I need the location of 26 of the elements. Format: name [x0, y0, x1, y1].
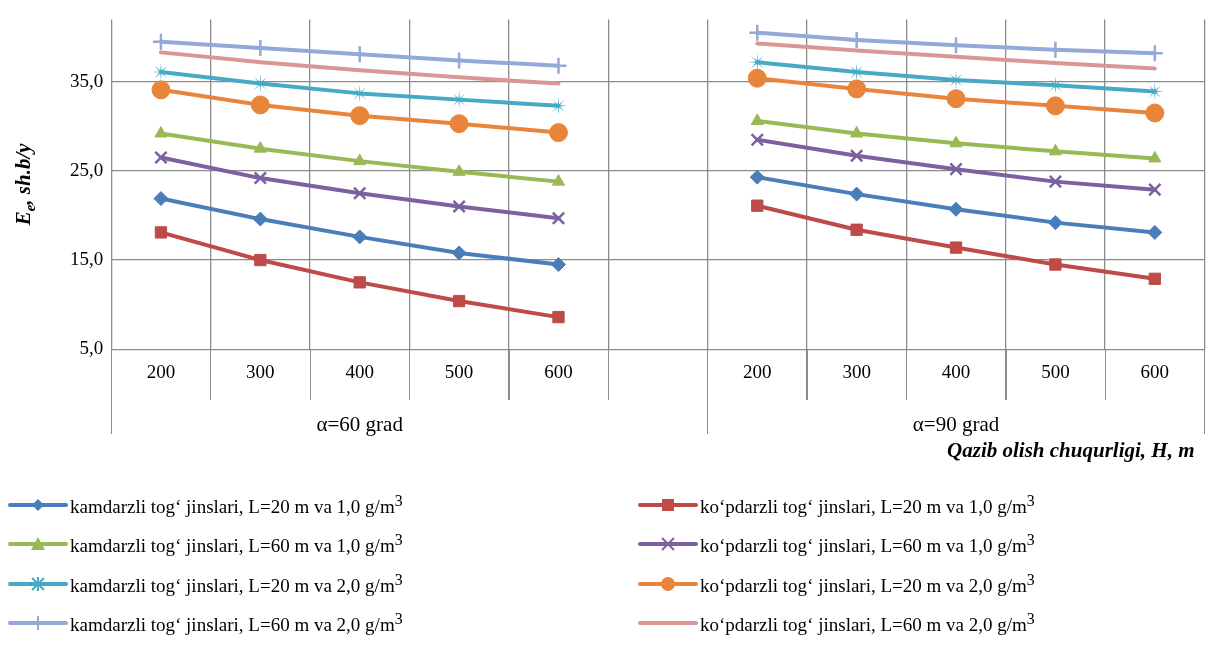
x-tick-label: 400	[345, 360, 374, 382]
legend-label: kamdarzli tog‘ jinslari, L=20 m va 1,0 g/m$^{3}$	[70, 492, 403, 519]
legend-label: ko‘pdarzli tog‘ jinslari, L=60 m va 1,0 g/m$^{3}$	[700, 531, 1035, 558]
legend-label: ko‘pdarzli tog‘ jinslari, L=20 m va 2,0 g/m$^{3}$	[700, 570, 1035, 597]
legend-label: kamdarzli tog‘ jinslari, L=60 m va 1,0 g/m$^{3}$	[70, 531, 403, 558]
x-tick-label: 600	[544, 360, 573, 382]
x-tick-label: 200	[743, 360, 772, 382]
legend-label: kamdarzli tog‘ jinslari, L=60 m va 2,0 g/m$^{3}$	[70, 609, 403, 637]
x-axis-title: Qazib olish chuqurligi, H, m	[947, 438, 1195, 463]
x-tick-label: 200	[146, 360, 176, 382]
x-tick-label: 300	[842, 360, 871, 382]
x-tick-label: 500	[1041, 360, 1070, 382]
y-tick-label: 35,0	[70, 69, 104, 91]
x-tick-label: 400	[941, 360, 971, 382]
text: α=60 grad	[316, 412, 404, 437]
x-tick-label: 300	[246, 360, 275, 382]
x-tick-label: 600	[1140, 360, 1170, 382]
legend-label: kamdarzli tog‘ jinslari, L=20 m va 2,0 g/m$^{3}$	[70, 570, 403, 597]
x-tick-label: 500	[444, 360, 474, 382]
y-tick-label: 25,0	[70, 158, 104, 180]
y-axis-title: Ee, sh.b/y	[11, 142, 39, 227]
legend-label: ko‘pdarzli tog‘ jinslari, L=20 m va 1,0 g/m$^{3}$	[700, 492, 1035, 519]
y-tick-label: 5,0	[79, 337, 104, 359]
text: α=90 grad	[912, 412, 1000, 437]
y-tick-label: 15,0	[70, 248, 104, 270]
legend-label: ko‘pdarzli tog‘ jinslari, L=60 m va 2,0 g/m$^{3}$	[700, 609, 1035, 637]
